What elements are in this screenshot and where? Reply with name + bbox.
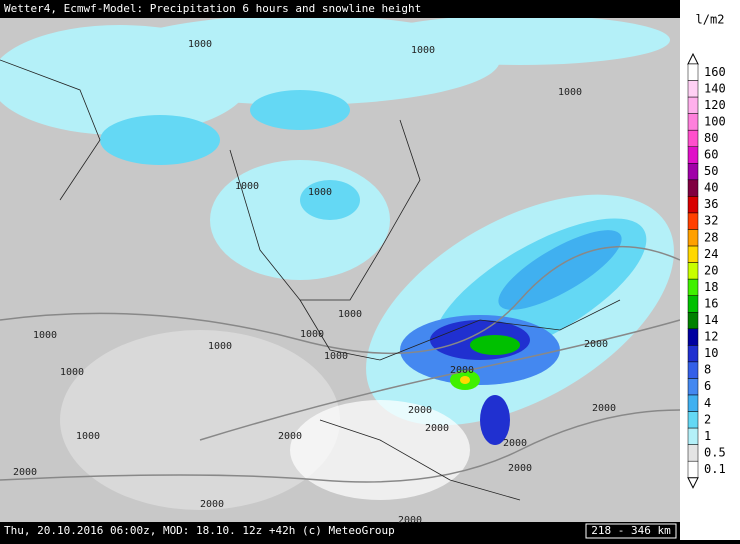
- contour-label: 2000: [584, 339, 608, 350]
- contour-label: 1000: [235, 181, 259, 192]
- legend-swatch: [687, 163, 699, 181]
- title-bar: [0, 0, 680, 18]
- legend: 1601401201008060504036322824201816141210…: [687, 52, 726, 489]
- legend-swatch: [687, 427, 699, 445]
- contour-label: 2000: [592, 403, 616, 414]
- legend-label: 2: [704, 412, 711, 426]
- contour-label: 1000: [324, 351, 348, 362]
- legend-label: 0.5: [704, 445, 726, 459]
- contour-label: 1000: [33, 330, 57, 341]
- legend-swatch: [687, 245, 699, 263]
- legend-swatch: [687, 378, 699, 396]
- legend-swatch: [687, 179, 699, 197]
- map-title: Wetter4, Ecmwf-Model: Precipitation 6 ho…: [4, 2, 421, 15]
- legend-swatch: [687, 212, 699, 230]
- legend-label: 120: [704, 98, 726, 112]
- legend-swatch: [687, 312, 699, 330]
- legend-swatch: [687, 113, 699, 131]
- legend-swatch: [687, 411, 699, 429]
- legend-swatch: [687, 196, 699, 214]
- contour-label: 1000: [308, 187, 332, 198]
- legend-label: 100: [704, 114, 726, 128]
- contour-labels: 1000100010001000100010001000100010001000…: [13, 39, 616, 526]
- legend-label: 16: [704, 296, 718, 310]
- contour-label: 2000: [425, 423, 449, 434]
- legend-label: 18: [704, 280, 718, 294]
- scale-box: [585, 523, 677, 539]
- legend-swatch: [687, 63, 699, 81]
- legend-label: 140: [704, 81, 726, 95]
- legend-label: 1: [704, 429, 711, 443]
- contour-label: 2000: [200, 499, 224, 510]
- legend-label: 0.1: [704, 462, 726, 476]
- legend-label: 32: [704, 214, 718, 228]
- contour-label: 1000: [188, 39, 212, 50]
- legend-swatch: [687, 278, 699, 296]
- legend-label: 160: [704, 65, 726, 79]
- legend-swatch: [687, 262, 699, 280]
- contour-label: 1000: [300, 329, 324, 340]
- legend-label: 14: [704, 313, 718, 327]
- legend-label: 10: [704, 346, 718, 360]
- legend-label: 60: [704, 148, 718, 162]
- snowline-contours: [0, 245, 681, 483]
- legend-label: 80: [704, 131, 718, 145]
- legend-label: 40: [704, 181, 718, 195]
- legend-unit: l/m2: [696, 13, 725, 27]
- legend-label: 6: [704, 379, 711, 393]
- contour-label: 2000: [278, 431, 302, 442]
- legend-label: 28: [704, 230, 718, 244]
- contour-label: 1000: [558, 87, 582, 98]
- contour-label: 2000: [508, 463, 532, 474]
- legend-swatch: [687, 345, 699, 363]
- scale: 218 - 346 km: [591, 524, 671, 537]
- borders: [0, 59, 621, 501]
- legend-label: 12: [704, 330, 718, 344]
- legend-swatch: [687, 394, 699, 412]
- contour-label: 1000: [208, 341, 232, 352]
- legend-label: 20: [704, 263, 718, 277]
- legend-swatch: [687, 361, 699, 379]
- legend-label: 4: [704, 396, 711, 410]
- contour-label: 2000: [13, 467, 37, 478]
- contour-label: 1000: [76, 431, 100, 442]
- legend-label: 24: [704, 247, 718, 261]
- legend-swatch: [687, 460, 699, 479]
- legend-label: 50: [704, 164, 718, 178]
- legend-swatch: [687, 444, 699, 462]
- footer: Thu, 20.10.2016 06:00z, MOD: 18.10. 12z …: [4, 524, 395, 537]
- legend-swatch: [687, 328, 699, 346]
- legend-label: 8: [704, 363, 711, 377]
- legend-swatch: [687, 80, 699, 98]
- contour-label: 1000: [411, 45, 435, 56]
- contour-label: 2000: [450, 365, 474, 376]
- contour-label: 1000: [338, 309, 362, 320]
- contour-label: 1000: [60, 367, 84, 378]
- contour-label: 2000: [398, 515, 422, 526]
- contour-label: 2000: [408, 405, 432, 416]
- legend-swatch: [687, 229, 699, 247]
- legend-label: 36: [704, 197, 718, 211]
- legend-swatch: [687, 96, 699, 114]
- legend-swatch: [687, 295, 699, 313]
- legend-arrow-bottom: [687, 477, 699, 489]
- legend-swatch: [687, 129, 699, 147]
- legend-swatch: [687, 146, 699, 164]
- contour-label: 2000: [503, 438, 527, 449]
